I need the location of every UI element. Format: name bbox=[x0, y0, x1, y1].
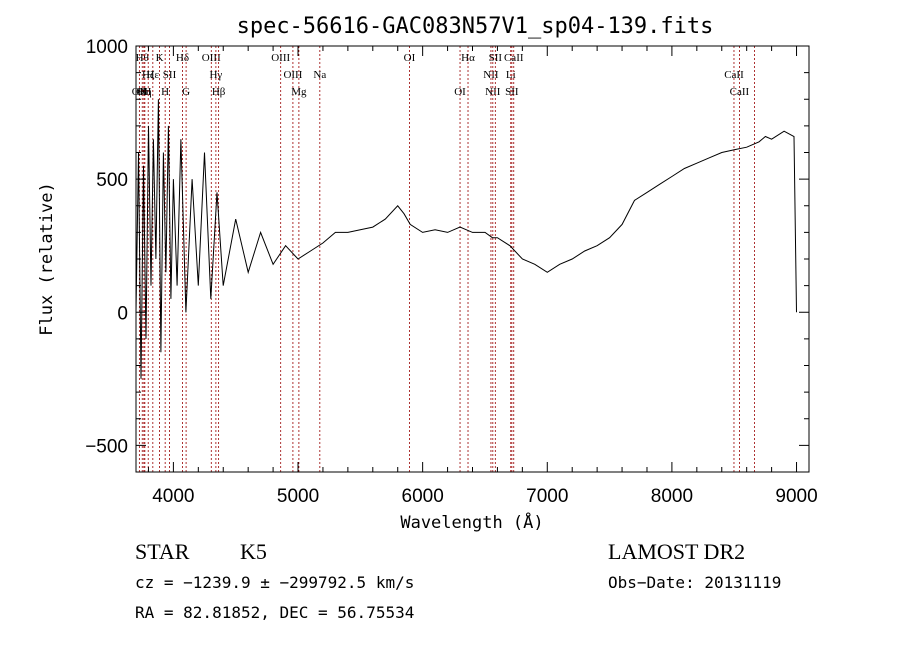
spectral-line-label: OIII bbox=[283, 69, 302, 81]
y-tick-label: −500 bbox=[85, 436, 128, 457]
y-axis-label: Flux (relative) bbox=[37, 182, 57, 336]
spectral-line-label: CaII bbox=[730, 86, 750, 98]
spectral-line-label: OIII bbox=[271, 52, 290, 64]
spectrum-series bbox=[135, 99, 797, 379]
chart-title: spec-56616-GAC083N57V1_sp04-139.fits bbox=[237, 14, 714, 39]
y-tick-label: 0 bbox=[117, 303, 128, 324]
spectral-line-label: Hε bbox=[147, 69, 160, 81]
spectral-line-label: Li bbox=[506, 69, 516, 81]
spectral-line-label: NII bbox=[485, 86, 501, 98]
spectral-line-label: OI bbox=[404, 52, 416, 64]
x-tick-label: 8000 bbox=[651, 486, 693, 507]
spectral-line-markers: OIIHθOIIHηHζHεKHSIIHδGOIIIHγHβOIIIOIIIMg… bbox=[132, 46, 755, 472]
observation-date: Obs−Date: 20131119 bbox=[608, 573, 782, 592]
chart-axes: 4000 5000 6000 7000 8000 9000 −500 0 500 1000 bbox=[85, 37, 817, 507]
spectral-line-label: SII bbox=[505, 86, 519, 98]
spectral-line-label: OIII bbox=[202, 52, 221, 64]
spectral-line-label: Hζ bbox=[142, 69, 155, 81]
x-tick-label: 7000 bbox=[526, 486, 568, 507]
spectral-line-label: K bbox=[156, 52, 164, 64]
y-tick-label: 1000 bbox=[86, 37, 128, 58]
spectral-line-label: G bbox=[182, 86, 190, 98]
x-axis-label: Wavelength (Å) bbox=[400, 511, 543, 533]
spectrum-line bbox=[135, 99, 797, 379]
x-tick-label: 6000 bbox=[402, 486, 444, 507]
x-tick-label: 4000 bbox=[152, 486, 194, 507]
spectral-line-label: Hα bbox=[461, 52, 475, 64]
y-tick-label: 500 bbox=[96, 170, 128, 191]
survey-release: LAMOST DR2 bbox=[608, 539, 746, 564]
spectral-line-label: Na bbox=[313, 69, 326, 81]
plot-frame bbox=[135, 45, 810, 473]
spectral-line-label: Hγ bbox=[209, 69, 222, 81]
spectral-line-label: Hβ bbox=[212, 86, 226, 98]
x-tick-label: 5000 bbox=[277, 486, 319, 507]
spectral-line-label: Hθ bbox=[136, 52, 149, 64]
object-class: STAR bbox=[135, 539, 190, 564]
x-tick-label: 9000 bbox=[775, 486, 817, 507]
spectral-line-label: Hδ bbox=[176, 52, 189, 64]
redshift-readout: cz = −1239.9 ± −299792.5 km/s bbox=[135, 573, 415, 592]
spectral-line-label: Hη bbox=[138, 86, 152, 98]
spectral-line-label: NII bbox=[483, 69, 499, 81]
spectral-line-label: SII bbox=[489, 52, 503, 64]
spectral-line-label: Mg bbox=[291, 86, 307, 98]
sky-coordinates: RA = 82.81852, DEC = 56.75534 bbox=[135, 603, 415, 622]
spectral-line-label: SII bbox=[163, 69, 177, 81]
spectral-line-label: CaII bbox=[724, 69, 744, 81]
spectral-line-label: H bbox=[161, 86, 169, 98]
object-subclass: K5 bbox=[240, 539, 267, 564]
spectral-line-label: OI bbox=[454, 86, 466, 98]
spectral-line-label: CaII bbox=[504, 52, 524, 64]
